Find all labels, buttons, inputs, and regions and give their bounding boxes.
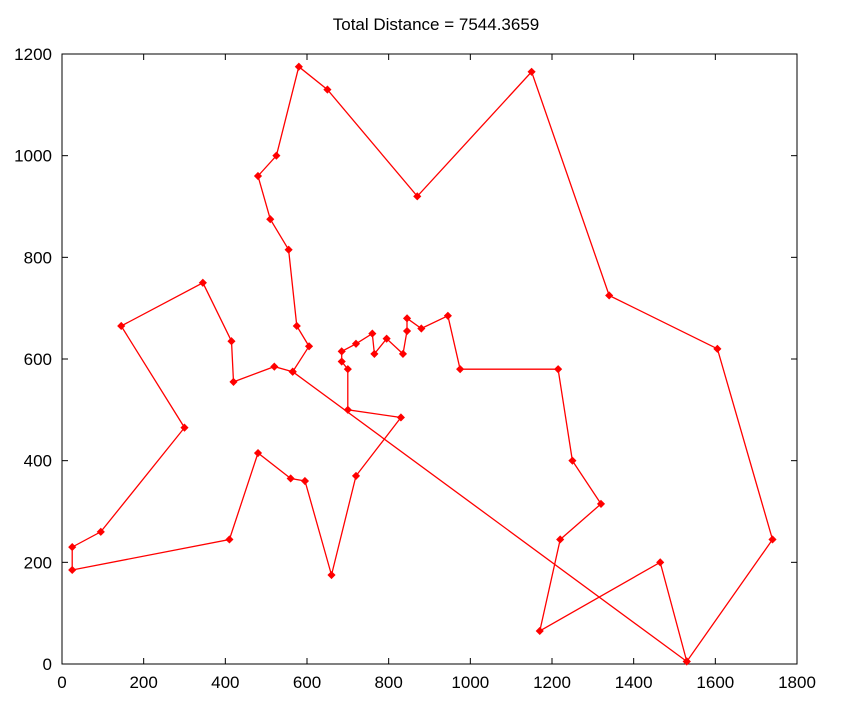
city-point (370, 349, 379, 358)
city-point (323, 85, 332, 94)
city-point (456, 365, 465, 374)
city-point (554, 365, 563, 374)
x-tick-label: 1000 (451, 673, 489, 692)
city-point (682, 657, 691, 666)
x-tick-label: 0 (57, 673, 66, 692)
city-point (402, 314, 412, 323)
city-point (368, 329, 377, 338)
city-point (527, 67, 536, 76)
y-tick-label: 1200 (14, 45, 52, 64)
city-point (288, 367, 297, 376)
city-point (768, 535, 777, 544)
city-point (713, 344, 722, 353)
y-tick-label: 400 (24, 452, 52, 471)
x-tick-label: 1600 (696, 673, 734, 692)
axis-ticks (61, 53, 798, 665)
x-tick-label: 400 (211, 673, 239, 692)
city-point (270, 362, 279, 371)
city-point (556, 535, 565, 544)
city-point (327, 570, 336, 580)
city-point (225, 535, 234, 544)
city-point (343, 405, 352, 414)
city-point (382, 334, 391, 343)
chart-title: Total Distance = 7544.3659 (333, 15, 540, 34)
city-point (413, 192, 422, 201)
city-point (227, 337, 236, 346)
city-point (68, 543, 77, 552)
city-point (229, 377, 238, 386)
city-point (284, 245, 293, 254)
city-point (117, 321, 126, 331)
city-point (605, 291, 614, 300)
city-point (596, 499, 606, 508)
y-tick-label: 200 (24, 553, 52, 572)
city-point (266, 215, 275, 224)
y-tick-label: 0 (43, 655, 52, 674)
city-point (198, 278, 207, 287)
city-point (253, 448, 263, 458)
route-path-group (68, 62, 777, 666)
city-point (351, 471, 361, 480)
city-point (294, 62, 303, 71)
city-point (417, 324, 426, 333)
city-point (304, 342, 314, 351)
x-tick-label: 800 (374, 673, 402, 692)
x-tick-labels: 0 200 400 600 800 1000 1200 1400 1600 1800 (57, 673, 816, 692)
city-point (396, 413, 405, 422)
city-point (68, 565, 77, 575)
y-tick-label: 1000 (14, 147, 52, 166)
y-tick-label: 800 (24, 248, 52, 267)
city-point (337, 347, 346, 356)
city-point (351, 339, 361, 348)
city-point (96, 527, 105, 536)
x-tick-label: 200 (129, 673, 157, 692)
city-point (656, 558, 665, 567)
city-point (272, 151, 281, 160)
city-point (292, 321, 301, 331)
city-point (402, 326, 412, 336)
city-point (535, 626, 544, 636)
city-point (286, 474, 295, 483)
y-tick-label: 600 (24, 350, 52, 369)
city-point (337, 357, 346, 366)
x-tick-label: 1400 (615, 673, 653, 692)
city-point (253, 171, 263, 181)
city-point (398, 349, 408, 358)
y-tick-labels: 0 200 400 600 800 1000 1200 (14, 45, 52, 674)
city-point (443, 311, 452, 320)
plot-area-frame (61, 53, 798, 665)
x-tick-label: 1200 (533, 673, 571, 692)
city-point (568, 456, 577, 465)
x-tick-label: 600 (293, 673, 321, 692)
city-point (343, 365, 352, 374)
city-point (180, 423, 189, 432)
city-point (300, 476, 310, 486)
x-tick-label: 1800 (778, 673, 816, 692)
